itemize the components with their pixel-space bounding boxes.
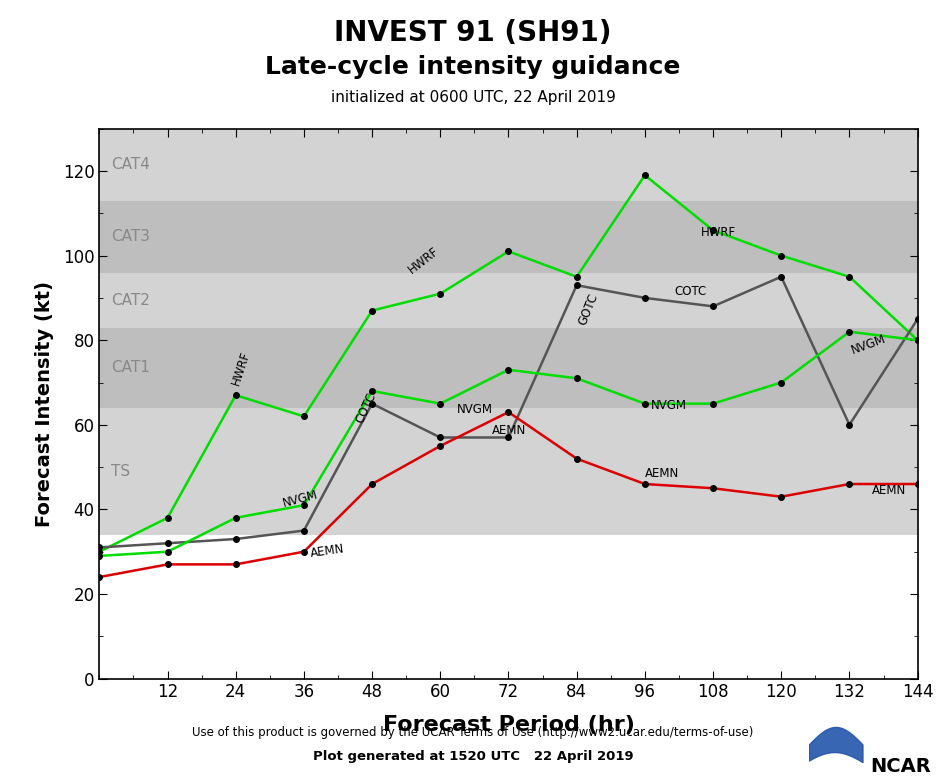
Text: NCAR: NCAR xyxy=(870,757,931,776)
Text: HWRF: HWRF xyxy=(230,349,253,387)
Text: NVGM: NVGM xyxy=(281,488,320,509)
Text: HWRF: HWRF xyxy=(406,245,441,277)
Bar xyxy=(99,408,918,535)
Text: NVGM: NVGM xyxy=(457,403,493,417)
Text: NVGM: NVGM xyxy=(850,332,887,357)
Text: Late-cycle intensity guidance: Late-cycle intensity guidance xyxy=(265,55,681,79)
Text: Plot generated at 1520 UTC   22 April 2019: Plot generated at 1520 UTC 22 April 2019 xyxy=(313,750,633,763)
Text: TS: TS xyxy=(111,464,130,479)
Text: COTC: COTC xyxy=(354,390,379,425)
Text: HWRF: HWRF xyxy=(701,225,736,239)
Bar xyxy=(99,200,918,272)
X-axis label: Forecast Period (hr): Forecast Period (hr) xyxy=(382,715,635,736)
Bar xyxy=(99,328,918,408)
Text: initialized at 0600 UTC, 22 April 2019: initialized at 0600 UTC, 22 April 2019 xyxy=(330,90,616,105)
Text: CAT4: CAT4 xyxy=(111,157,149,172)
Text: NVGM: NVGM xyxy=(651,399,687,412)
Text: CAT3: CAT3 xyxy=(111,229,149,244)
Y-axis label: Forecast Intensity (kt): Forecast Intensity (kt) xyxy=(35,281,54,526)
Text: CAT1: CAT1 xyxy=(111,360,149,375)
Text: GOTC: GOTC xyxy=(576,292,601,328)
Bar xyxy=(99,129,918,200)
Text: INVEST 91 (SH91): INVEST 91 (SH91) xyxy=(334,20,612,48)
Text: AEMN: AEMN xyxy=(872,484,906,497)
Bar xyxy=(99,272,918,328)
Text: AEMN: AEMN xyxy=(309,543,345,560)
Text: CAT2: CAT2 xyxy=(111,292,149,307)
Text: AEMN: AEMN xyxy=(645,466,679,480)
Text: AEMN: AEMN xyxy=(491,424,526,438)
Text: Use of this product is governed by the UCAR Terms of Use (http://www2.ucar.edu/t: Use of this product is governed by the U… xyxy=(192,726,754,739)
Text: COTC: COTC xyxy=(674,285,707,298)
